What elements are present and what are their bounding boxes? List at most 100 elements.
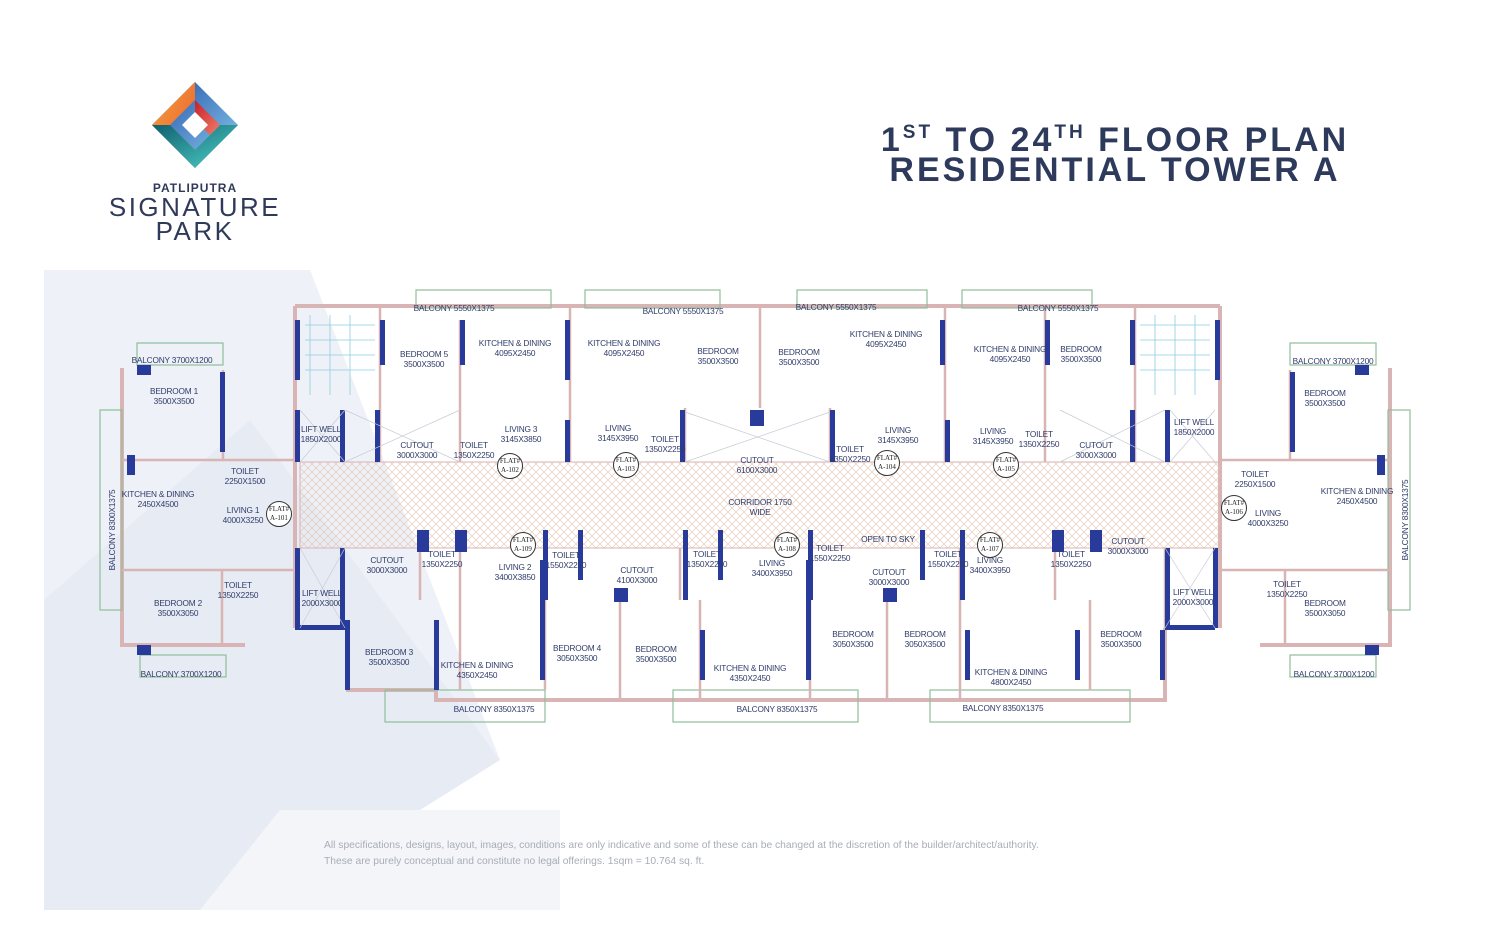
room-name: KITCHEN & DINING [1320, 486, 1394, 496]
room-name: BALCONY 8350X1375 [736, 704, 818, 714]
brand-name-line1: SIGNATURE [108, 192, 282, 222]
corridor [299, 461, 1221, 549]
room-dimensions: 6100X3000 [736, 465, 778, 475]
brand-name-line2: PARK [155, 216, 235, 246]
room-label: BALCONY 8350X1375 [737, 704, 818, 714]
room-label: CUTOUT 4100X3000 [617, 565, 658, 585]
room-name: CUTOUT [370, 555, 404, 565]
room-name: LIVING [884, 425, 911, 435]
room-dimensions: 3000X3000 [868, 577, 910, 587]
room-dimensions: 3500X3500 [635, 654, 677, 664]
title-line2: RESIDENTIAL TOWER A [889, 151, 1341, 189]
room-name: BALCONY 3700X1200 [131, 355, 213, 365]
room-name: LIVING 3 [504, 424, 538, 434]
room-dimensions: 2450X4500 [137, 499, 179, 509]
room-label: BEDROOM 3500X3500 [778, 347, 820, 367]
room-label: BALCONY 8350X1375 [454, 704, 535, 714]
room-dimensions: 3145X3950 [597, 433, 639, 443]
room-label: KITCHEN & DINING 2450X4500 [1320, 486, 1394, 506]
room-label: BALCONY 5550X1375 [1018, 303, 1099, 313]
room-name: LIVING [758, 558, 785, 568]
room-dimensions: 1350X2250 [644, 444, 686, 454]
flat-number-badge: FLAT# A-106 [1221, 495, 1247, 521]
room-name: TOILET [836, 444, 864, 454]
room-name: BEDROOM [778, 347, 820, 357]
flat-id: A-102 [501, 466, 519, 474]
room-dimensions: 1550X2250 [927, 559, 969, 569]
room-name: LIVING [604, 423, 631, 433]
room-dimensions: 4000X3250 [1247, 518, 1289, 528]
room-name: CUTOUT [1079, 440, 1113, 450]
room-label: BEDROOM 3500X3500 [697, 346, 739, 366]
room-label: BALCONY 3700X1200 [141, 669, 222, 679]
room-label: BEDROOM 3500X3500 [1304, 388, 1346, 408]
room-label: TOILET 1550X2250 [546, 550, 587, 570]
room-label: LIVING 3400X3950 [752, 558, 793, 578]
room-dimensions: 4100X3000 [616, 575, 658, 585]
flat-label: FLAT# [499, 457, 521, 465]
room-name: TOILET [428, 549, 456, 559]
flat-number-badge: FLAT# A-107 [977, 532, 1003, 558]
room-label: KITCHEN & DINING 4350X2450 [441, 660, 514, 680]
room-dimensions: 4095X2450 [494, 348, 536, 358]
room-label: CUTOUT 3000X3000 [869, 567, 910, 587]
room-name: KITCHEN & DINING [478, 338, 552, 348]
room-dimensions: 4095X2450 [865, 339, 907, 349]
room-label: LIFT WELL 2000X3000 [302, 588, 343, 608]
room-label: LIFT WELL 2000X3000 [1173, 587, 1214, 607]
room-label: TOILET 1350X2250 [1019, 429, 1060, 449]
room-dimensions: 3500X3500 [1304, 398, 1346, 408]
flat-id: A-108 [778, 545, 796, 553]
room-dimensions: 1350X2250 [829, 454, 871, 464]
flat-id: A-101 [270, 514, 288, 522]
room-name: BEDROOM [832, 629, 874, 639]
room-label: BALCONY 8300X1375 [107, 490, 117, 571]
room-dimensions: 4350X2450 [729, 673, 771, 683]
room-dimensions: 2250X1500 [1234, 479, 1276, 489]
room-name: KITCHEN & DINING [973, 344, 1047, 354]
room-name: BALCONY 8300X1375 [1400, 479, 1410, 561]
room-name: KITCHEN & DINING [587, 338, 661, 348]
room-label: BEDROOM 3500X3500 [1060, 344, 1102, 364]
room-name: CUTOUT [872, 567, 906, 577]
flat-number-badge: FLAT# A-108 [774, 532, 800, 558]
room-label: LIVING 3145X3950 [598, 423, 639, 443]
room-dimensions: 3400X3850 [494, 572, 536, 582]
room-dimensions: 3000X3000 [1107, 546, 1149, 556]
room-dimensions: 3500X3500 [368, 657, 410, 667]
room-name: BEDROOM 2 [154, 598, 202, 608]
room-name: BEDROOM 5 [400, 349, 448, 359]
room-name: TOILET [1273, 579, 1301, 589]
room-name: CUTOUT [740, 455, 774, 465]
room-dimensions: 1350X2250 [421, 559, 463, 569]
room-name: BEDROOM 3 [365, 647, 413, 657]
flat-id: A-105 [997, 465, 1015, 473]
room-label: CUTOUT 3000X3000 [397, 440, 438, 460]
room-name: LIFT WELL [1172, 587, 1213, 597]
room-label: BEDROOM 3 3500X3500 [365, 647, 413, 667]
flat-label: FLAT# [776, 536, 798, 544]
flat-id: A-106 [1225, 508, 1243, 516]
room-dimensions: 2450X4500 [1336, 496, 1378, 506]
flat-number-badge: FLAT# A-103 [613, 452, 639, 478]
room-name: BALCONY 3700X1200 [1293, 669, 1375, 679]
room-dimensions: 1850X2000 [300, 434, 342, 444]
room-name: BALCONY 5550X1375 [642, 306, 724, 316]
flat-number-badge: FLAT# A-105 [993, 452, 1019, 478]
room-label: BEDROOM 3500X3500 [1100, 629, 1142, 649]
room-dimensions: 1350X2250 [217, 590, 259, 600]
room-label: TOILET 2250X1500 [225, 466, 266, 486]
structural-columns [127, 320, 1385, 690]
room-label: BALCONY 5550X1375 [643, 306, 724, 316]
room-name: TOILET [651, 434, 679, 444]
room-label: BALCONY 5550X1375 [796, 302, 877, 312]
room-dimensions: 2250X1500 [224, 476, 266, 486]
room-dimensions: 3000X3000 [1075, 450, 1117, 460]
brand-logo: PATLIPUTRA SIGNATURE PARK [100, 80, 290, 246]
room-dimensions: 3500X3500 [1060, 354, 1102, 364]
flat-label: FLAT# [979, 536, 1001, 544]
disclaimer-line1: All specifications, designs, layout, ima… [324, 840, 1039, 851]
room-dimensions: 3145X3950 [972, 436, 1014, 446]
room-label: LIVING 3145X3950 [973, 426, 1014, 446]
